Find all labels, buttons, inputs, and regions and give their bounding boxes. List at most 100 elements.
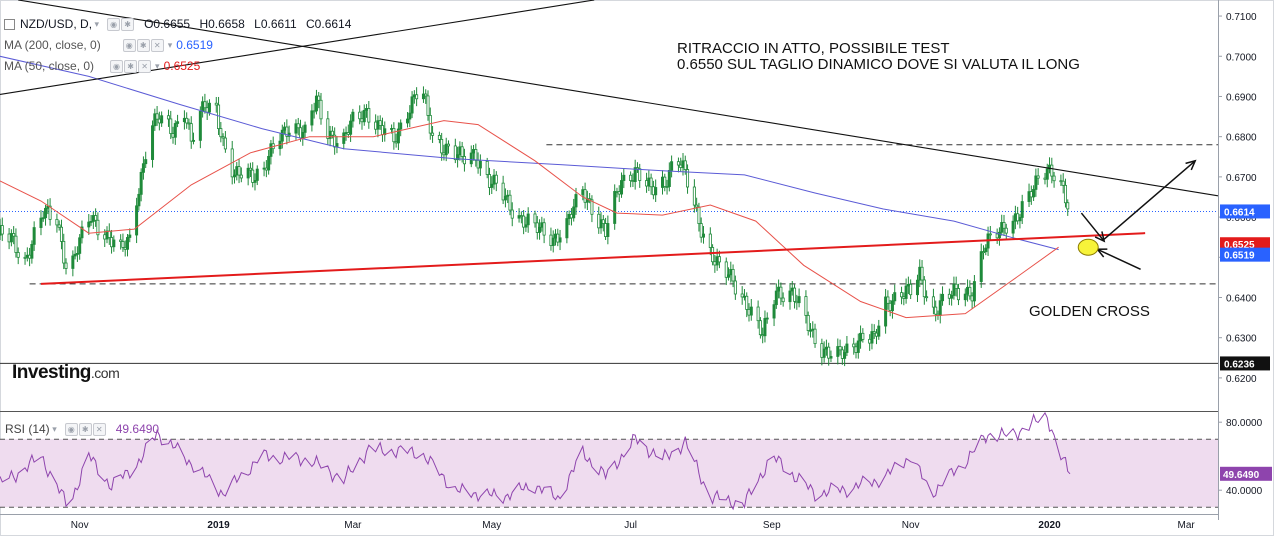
- candle-body: [1000, 222, 1004, 233]
- gear-icon[interactable]: ✱: [136, 38, 150, 52]
- candle-body: [922, 279, 926, 298]
- candle-body: [349, 120, 353, 135]
- arrow-line[interactable]: [1097, 248, 1141, 271]
- candle-body: [173, 123, 177, 138]
- candle-body: [1036, 175, 1040, 179]
- candle-body: [558, 237, 562, 243]
- candle-body: [622, 174, 626, 181]
- chevron-down-icon[interactable]: ▾: [155, 60, 160, 71]
- candle-body: [283, 126, 287, 131]
- candle-body: [938, 300, 942, 316]
- candle-body: [1034, 175, 1038, 190]
- candle-body: [508, 194, 512, 211]
- candle-body: [23, 256, 27, 259]
- ma50-value: 0.6525: [163, 59, 201, 73]
- candle-body: [963, 293, 967, 301]
- candle-body: [893, 292, 897, 302]
- eye-icon[interactable]: ◉: [110, 59, 124, 73]
- chevron-down-icon[interactable]: ▾: [49, 423, 57, 434]
- arrow-head: [1185, 159, 1197, 171]
- chevron-down-icon[interactable]: ▾: [167, 39, 173, 50]
- gear-icon[interactable]: ✱: [78, 422, 92, 436]
- candle-body: [740, 293, 744, 298]
- eye-icon[interactable]: ◉: [122, 38, 136, 52]
- candle-body: [777, 286, 781, 292]
- eye-icon[interactable]: ◉: [64, 422, 78, 436]
- candle-body: [207, 102, 211, 113]
- ma50-label[interactable]: MA (50, close, 0): [4, 59, 95, 73]
- candle-body: [426, 95, 430, 116]
- candle-body: [724, 261, 728, 278]
- ohlc-values: O0.6655 H0.6658 L0.6611 C0.6614: [138, 17, 351, 31]
- candle-body: [925, 296, 929, 299]
- y-tick-label: 0.7000: [1226, 52, 1257, 63]
- close-icon[interactable]: ✕: [150, 38, 164, 52]
- y-tick-label: 0.6600: [1226, 213, 1257, 224]
- symbol-name[interactable]: NZD/USD: [20, 17, 74, 31]
- candle-body: [223, 137, 227, 150]
- candle-body: [774, 290, 778, 306]
- candle-body: [920, 266, 924, 281]
- candle-body: [808, 329, 812, 332]
- candle-body: [663, 176, 667, 187]
- chevron-down-icon[interactable]: ▾: [92, 18, 100, 29]
- candle-body: [676, 161, 680, 166]
- close-value: C0.6614: [306, 17, 352, 31]
- ma200-label[interactable]: MA (200, close, 0): [4, 38, 101, 52]
- trendline-falling-resistance[interactable]: [18, 0, 1219, 197]
- candle-body: [396, 128, 400, 144]
- candle-body: [617, 191, 621, 195]
- open-value: O0.6655: [144, 17, 191, 31]
- symbol-collapse-icon[interactable]: [4, 18, 15, 30]
- x-tick-label: Nov: [902, 520, 920, 531]
- candle-body: [296, 123, 300, 129]
- candle-body: [160, 115, 164, 124]
- rsi-label[interactable]: RSI (14): [5, 422, 50, 436]
- candle-body: [843, 352, 847, 359]
- candle-body: [176, 121, 180, 124]
- close-icon[interactable]: ✕: [138, 59, 152, 73]
- candle-body: [264, 167, 268, 171]
- candle-body: [667, 170, 671, 187]
- candle-body: [870, 331, 874, 344]
- candle-body: [78, 237, 82, 254]
- candle-body: [711, 247, 715, 263]
- candle-body: [28, 254, 32, 259]
- candle-body: [638, 168, 642, 181]
- candle-body: [620, 180, 624, 195]
- rsi-y-tick-label: 80.0000: [1226, 418, 1263, 429]
- candle-body: [25, 254, 29, 258]
- candle-body: [169, 118, 173, 134]
- golden-cross-marker[interactable]: [1077, 238, 1099, 256]
- eye-icon[interactable]: ◉: [107, 17, 121, 31]
- arrow-line[interactable]: [1080, 212, 1105, 242]
- candle-body: [597, 213, 601, 229]
- interval[interactable]: D: [80, 17, 89, 31]
- ma200-line[interactable]: [0, 55, 1059, 251]
- x-tick-label: 2020: [1038, 520, 1061, 531]
- candle-body: [358, 111, 362, 120]
- candle-body: [478, 160, 482, 169]
- arrow-line[interactable]: [1103, 160, 1196, 240]
- candle-body: [635, 167, 639, 170]
- candle-body: [390, 128, 394, 130]
- low-value: L0.6611: [254, 17, 297, 31]
- trendline-red-rising-support[interactable]: [40, 232, 1146, 285]
- candle-body: [729, 269, 733, 276]
- candle-body: [1061, 180, 1065, 186]
- candle-body: [251, 169, 255, 183]
- candle-body: [838, 346, 842, 351]
- rsi-line[interactable]: [0, 411, 1071, 511]
- ma50-line[interactable]: [0, 120, 1059, 319]
- candle-body: [1043, 177, 1047, 180]
- gear-icon[interactable]: ✱: [124, 59, 138, 73]
- trendline-rising-channel-top[interactable]: [0, 0, 595, 95]
- rsi-value-badge: [1220, 466, 1272, 481]
- candle-body: [48, 205, 52, 220]
- candle-body: [153, 113, 157, 127]
- candle-body: [121, 241, 125, 248]
- gear-icon[interactable]: ✱: [121, 17, 135, 31]
- close-icon[interactable]: ✕: [92, 422, 106, 436]
